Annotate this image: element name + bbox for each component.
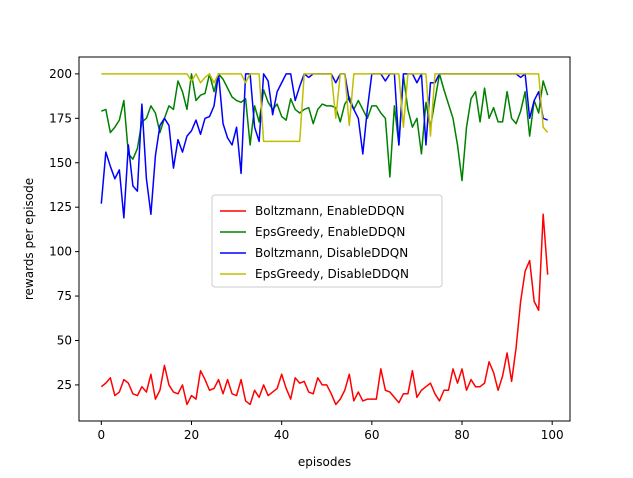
legend-box (211, 194, 443, 288)
series-line-4 (101, 73, 549, 143)
legend: Boltzmann, EnableDDQN EpsGreedy, EnableDD… (211, 194, 443, 288)
y-tick-label: 100 (49, 245, 72, 259)
y-tick-label: 150 (49, 156, 72, 170)
y-tick-label: 50 (57, 333, 72, 347)
x-tick-label: 20 (184, 428, 199, 442)
legend-entry: Boltzmann, EnableDDQN (255, 204, 405, 218)
y-tick-label: 200 (49, 67, 72, 81)
y-tick-label: 125 (49, 200, 72, 214)
x-tick-label: 100 (541, 428, 564, 442)
legend-entry: EpsGreedy, EnableDDQN (255, 225, 405, 239)
legend-entry: Boltzmann, DisableDDQN (255, 246, 408, 260)
y-axis: 25 50 75 100 125 150 175 200 (49, 67, 79, 392)
y-tick-label: 75 (57, 289, 72, 303)
series-line-2 (101, 73, 549, 182)
series-layer (100, 73, 549, 406)
y-tick-label: 175 (49, 111, 72, 125)
x-tick-label: 0 (97, 428, 105, 442)
y-axis-label: rewards per episode (22, 178, 36, 300)
x-tick-label: 80 (454, 428, 469, 442)
x-tick-label: 40 (274, 428, 289, 442)
plot-frame (78, 56, 571, 422)
x-tick-label: 60 (364, 428, 379, 442)
x-axis-label: episodes (298, 455, 351, 469)
y-tick-label: 25 (57, 378, 72, 392)
legend-entry: EpsGreedy, DisableDDQN (255, 267, 409, 281)
x-axis: 0 20 40 60 80 100 (97, 421, 564, 442)
series-line-1 (100, 213, 549, 406)
